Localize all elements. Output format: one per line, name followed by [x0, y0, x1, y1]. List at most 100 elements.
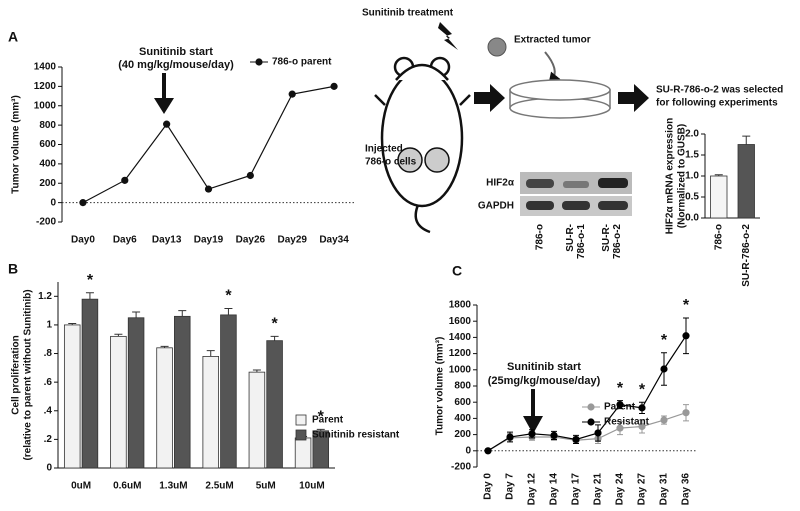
western-blot: [520, 172, 632, 216]
y-axis-label: Tumor volume (mm³): [435, 337, 446, 436]
series-line: [487, 335, 687, 452]
x-tick-label: Day 12: [527, 473, 538, 506]
y-axis-label: Tumor volume (mm³): [11, 95, 22, 194]
series-line: [82, 85, 335, 204]
point: [204, 185, 213, 193]
y-tick-label: 0: [465, 445, 471, 456]
y-tick-label: -200: [36, 217, 56, 228]
diagram-text: for following experiments: [656, 98, 778, 109]
error-bar: [85, 292, 94, 300]
significance: *: [318, 409, 325, 426]
point: [528, 430, 536, 438]
blot-row-label: GAPDH: [478, 201, 514, 212]
arrow-head: [154, 98, 174, 114]
y-tick-label: 400: [39, 159, 56, 170]
y-tick-label: 1.2: [38, 291, 52, 302]
point: [550, 431, 558, 440]
point: [682, 332, 690, 340]
point: [288, 90, 296, 98]
x-tick-label: 0uM: [71, 481, 91, 492]
error-bar: [132, 311, 141, 318]
x-tick-label: Day 0: [483, 473, 494, 500]
error-bar: [68, 322, 77, 325]
legend-swatch: [295, 414, 307, 426]
annotation: Sunitinib start: [139, 46, 213, 58]
y-tick-label: 1000: [449, 364, 472, 375]
significance: *: [617, 380, 624, 397]
diagram-text: Extracted tumor: [514, 35, 591, 46]
diagram-text: Injected: [365, 144, 403, 155]
point: [660, 365, 668, 373]
y-tick-label: .2: [44, 434, 53, 445]
y-axis-label: (Normalized to GUSB): [677, 124, 688, 228]
legend-marker: [587, 418, 595, 426]
error-bar: [224, 307, 233, 315]
bar: [174, 315, 191, 469]
bar: [63, 324, 81, 469]
y-tick-label: .4: [44, 405, 53, 416]
y-axis-label: HIF2α mRNA expression: [665, 118, 676, 234]
y-tick-label: .6: [44, 377, 53, 388]
x-tick-label: SU-R-786-o-2: [741, 224, 752, 287]
error-bar: [714, 174, 723, 176]
x-tick-label: Day13: [152, 235, 182, 246]
x-tick-label: Day 17: [571, 473, 582, 506]
x-tick-label: Day 27: [637, 473, 648, 506]
bar: [127, 317, 145, 469]
legend-label: Resistant: [604, 417, 650, 428]
x-tick-label: Day26: [236, 235, 266, 246]
blot-lane-label: SU-R-: [565, 224, 576, 252]
bar: [156, 347, 173, 469]
x-tick-label: Day29: [277, 235, 307, 246]
error-bar: [160, 345, 169, 348]
bar: [220, 314, 237, 469]
point: [121, 176, 129, 184]
y-tick-label: 1200: [449, 348, 472, 359]
point: [616, 401, 624, 409]
arrow: [474, 84, 505, 112]
y-tick-label: 0: [50, 197, 56, 208]
point: [616, 424, 624, 432]
x-tick-label: Day6: [113, 235, 137, 246]
y-tick-label: 1600: [449, 316, 472, 327]
point: [79, 199, 87, 207]
blot-lane-label: SU-R-: [601, 224, 612, 252]
diagram-text: SU-R-786-o-2 was selected: [656, 85, 783, 96]
panel-label: B: [8, 261, 18, 277]
y-tick-label: 0.5: [685, 192, 699, 203]
syringe-icon: [438, 22, 458, 50]
error-bar: [114, 333, 123, 337]
x-tick-label: Day0: [71, 235, 95, 246]
error-bar: [206, 350, 215, 357]
blot-lane-label: 786-o-2: [612, 224, 623, 259]
x-tick-label: Day34: [319, 235, 349, 246]
arrow: [544, 51, 561, 85]
y-axis-label: (relative to parent without Sunitinib): [23, 289, 34, 460]
error-bar: [252, 369, 261, 373]
x-tick-label: 10uM: [299, 481, 325, 492]
panel-label: C: [452, 263, 462, 279]
legend-marker: [587, 403, 595, 411]
legend-swatch: [295, 429, 307, 441]
y-tick-label: -200: [451, 462, 471, 473]
point: [572, 435, 580, 444]
legend-label: Sunitinib resistant: [312, 430, 400, 441]
blot-lane-label: 786-o-1: [576, 224, 587, 259]
y-tick-label: 400: [454, 413, 471, 424]
y-tick-label: 1400: [34, 62, 57, 73]
point: [330, 82, 338, 90]
y-tick-label: 200: [39, 178, 56, 189]
dish: [509, 79, 611, 119]
legend-label: 786-o parent: [272, 57, 332, 68]
diagram-text: Sunitinib treatment: [362, 8, 454, 19]
x-tick-label: Day 24: [615, 473, 626, 506]
bar: [202, 355, 219, 469]
error-bar: [742, 135, 751, 145]
legend-marker: [255, 58, 263, 66]
significance: *: [639, 381, 646, 398]
y-tick-label: 1400: [449, 332, 472, 343]
y-tick-label: 0.0: [685, 213, 699, 224]
annotation: Sunitinib start: [507, 361, 581, 373]
bar: [266, 340, 283, 469]
